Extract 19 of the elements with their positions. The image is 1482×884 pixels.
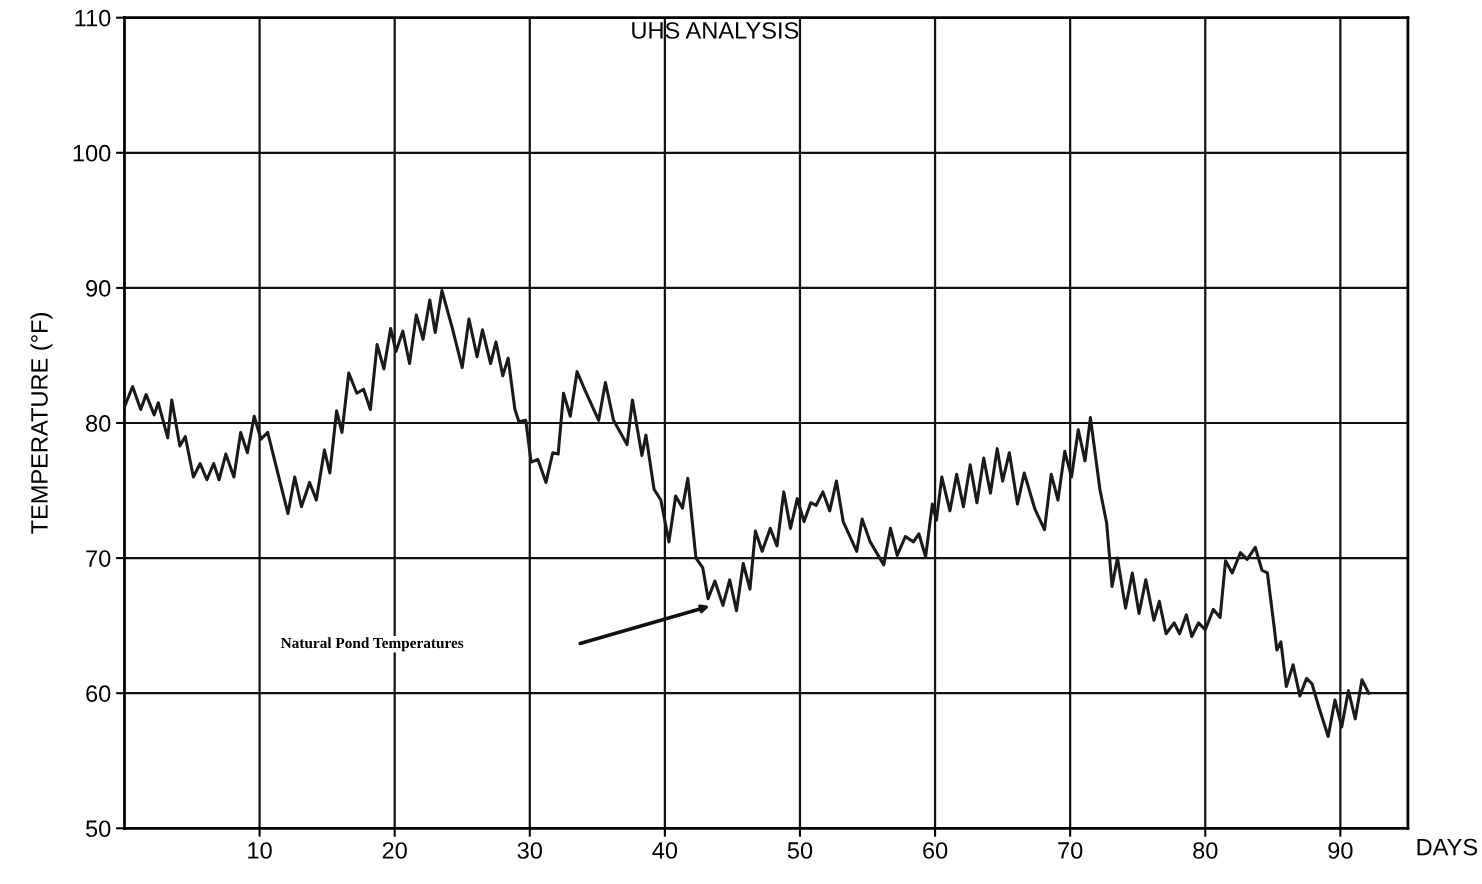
y-tick-label: 90 (86, 279, 111, 297)
y-tick-label: 50 (85, 820, 111, 838)
x-tick-label: 40 (652, 842, 678, 859)
x-tick-label: 80 (1193, 842, 1218, 859)
x-tick-label: 20 (382, 842, 407, 859)
x-tick-label: 70 (1058, 842, 1083, 859)
y-tick-label: 110 (75, 9, 111, 27)
x-tick-label: 90 (1328, 842, 1353, 859)
x-tick-label: 50 (787, 842, 813, 859)
x-tick-label: 10 (248, 842, 272, 859)
x-axis-title: DAYS (1417, 838, 1478, 856)
annotation: Natural Pond Temperatures (280, 637, 464, 652)
y-tick-label: 70 (86, 550, 111, 567)
y-tick-label: 100 (73, 144, 111, 162)
y-axis-title: TEMPERATURE (°F) (30, 313, 53, 534)
y-tick-label: 60 (86, 685, 111, 702)
x-tick-label: 60 (923, 842, 948, 859)
y-tick-label: 80 (86, 415, 111, 432)
x-tick-label: 30 (517, 842, 542, 859)
